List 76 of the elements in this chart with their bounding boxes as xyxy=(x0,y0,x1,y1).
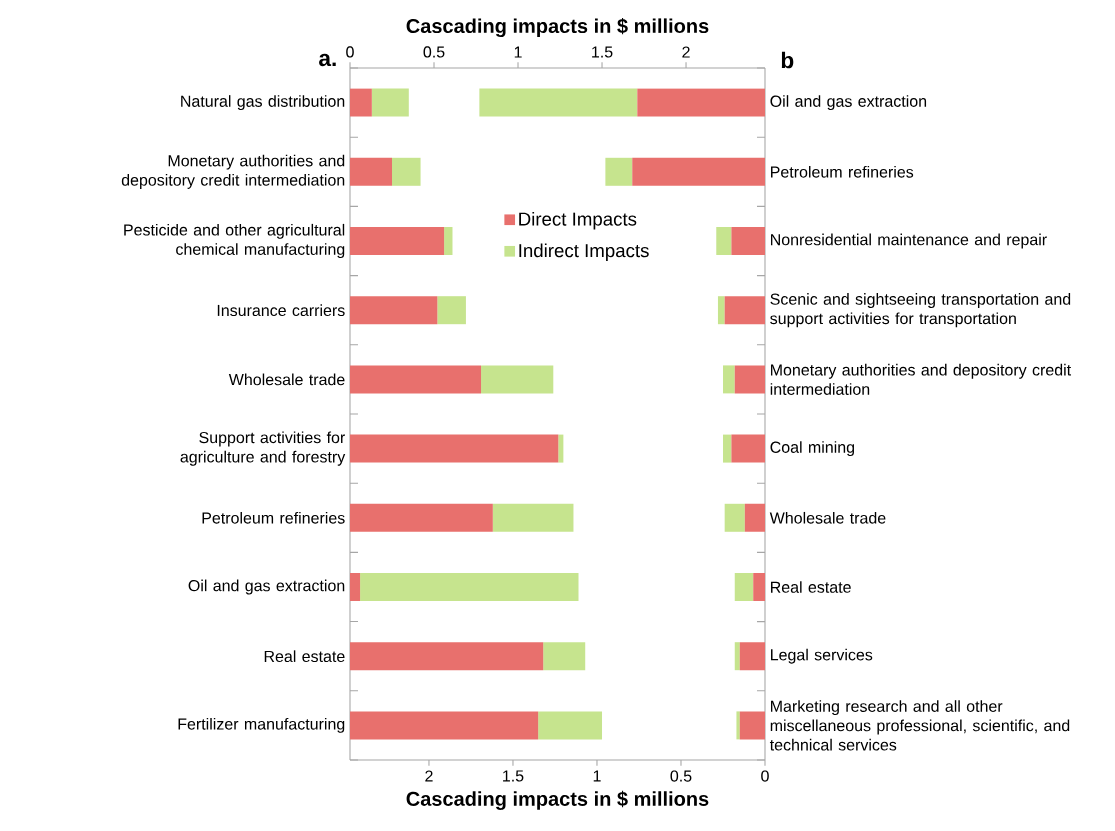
bar xyxy=(444,227,453,255)
x-tick-label: 2 xyxy=(682,46,690,58)
bar xyxy=(744,503,765,532)
legend-label: Indirect Impacts xyxy=(519,243,649,261)
bar xyxy=(479,88,638,117)
x-tick-label: 1.5 xyxy=(503,770,524,782)
bar xyxy=(350,296,438,325)
y-tick-label: Scenic and sightseeing transportation and support activities for transportation xyxy=(770,293,1071,328)
bar xyxy=(717,296,725,325)
bar xyxy=(350,157,393,186)
bar xyxy=(739,642,765,671)
bar xyxy=(350,365,482,394)
bar xyxy=(736,711,740,740)
bar xyxy=(605,157,633,186)
bar xyxy=(350,642,544,671)
y-tick-label: Support activities for agriculture and forestry xyxy=(180,431,346,466)
y-tick-label: Oil and gas extraction xyxy=(770,95,927,111)
y-tick-label: Legal services xyxy=(771,648,873,664)
y-tick-label: Natural gas distribution xyxy=(181,95,345,111)
bar xyxy=(350,88,372,117)
bar xyxy=(731,434,765,463)
bar xyxy=(753,572,765,601)
y-tick-label: Fertilizer manufacturing xyxy=(178,717,345,733)
bar xyxy=(392,157,421,186)
x-axis-title: Cascading impacts in $ millions xyxy=(406,18,709,38)
bar xyxy=(734,365,765,394)
y-tick-label: Insurance carriers xyxy=(217,304,345,317)
bar xyxy=(350,503,493,532)
bar xyxy=(724,503,745,532)
x-tick-label: 0.5 xyxy=(670,770,692,782)
bar xyxy=(734,642,740,671)
x-tick-label: 0 xyxy=(761,770,769,782)
bar xyxy=(350,711,539,740)
x-axis-title: Cascading impacts in $ millions xyxy=(406,790,709,810)
y-tick-label: Petroleum refineries xyxy=(771,165,914,178)
bar xyxy=(350,434,559,463)
bar xyxy=(734,572,754,601)
y-tick-label: Real estate xyxy=(771,581,851,593)
y-tick-label: Wholesale trade xyxy=(228,373,345,386)
bar xyxy=(722,365,735,394)
bar xyxy=(731,227,765,255)
y-tick-label: Real estate xyxy=(264,650,345,663)
y-tick-label: Monetary authorities and depository credit intermediation xyxy=(121,154,345,189)
x-tick-label: 0.5 xyxy=(423,46,445,58)
y-tick-label: Pesticide and other agricultural chemical manufacturing xyxy=(124,223,345,259)
chart-title: a. xyxy=(319,53,336,67)
bar xyxy=(632,157,765,186)
bar xyxy=(437,296,466,325)
bar xyxy=(722,434,732,463)
x-tick-label: 2 xyxy=(425,770,433,782)
bar xyxy=(637,88,765,117)
y-tick-label: Nonresidential maintenance and repair xyxy=(771,233,1047,249)
y-tick-label: Wholesale trade xyxy=(769,511,886,524)
bar xyxy=(492,503,574,532)
bar xyxy=(350,227,445,255)
y-tick-label: Petroleum refineries xyxy=(202,511,345,524)
bar xyxy=(739,711,765,740)
bar xyxy=(543,642,586,671)
bar xyxy=(481,365,554,394)
bar xyxy=(538,711,603,740)
x-tick-label: 1 xyxy=(514,46,522,58)
x-tick-label: 1 xyxy=(593,770,601,782)
y-tick-label: Marketing research and all other miscellaneous professional, scientific, and technical services xyxy=(769,700,1070,751)
legend-label: Direct Impacts xyxy=(519,211,637,230)
bar xyxy=(360,572,579,601)
bar xyxy=(371,88,409,117)
x-tick-label: 0 xyxy=(346,46,354,58)
chart-title: b xyxy=(781,51,794,69)
y-tick-label: Oil and gas extraction xyxy=(188,579,345,595)
bar xyxy=(716,227,732,255)
bar xyxy=(558,434,564,463)
bar xyxy=(724,296,765,325)
y-tick-label: Coal mining xyxy=(770,441,855,457)
x-tick-label: 1.5 xyxy=(592,46,613,58)
bar xyxy=(350,572,361,601)
y-tick-label: Monetary authorities and depository credit intermediation xyxy=(770,363,1072,395)
